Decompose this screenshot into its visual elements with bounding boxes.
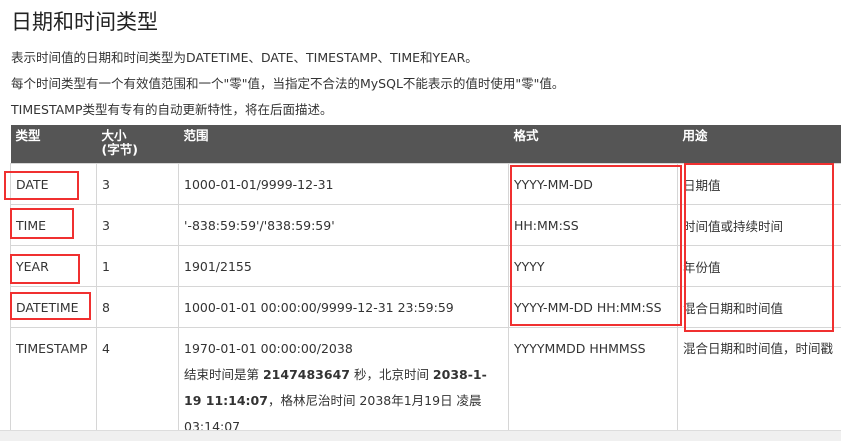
cell-type: TIMESTAMP <box>11 328 97 441</box>
header-range: 范围 <box>179 125 509 164</box>
header-format: 格式 <box>509 125 678 164</box>
intro-paragraph: 表示时间值的日期和时间类型为DATETIME、DATE、TIMESTAMP、TI… <box>11 47 478 66</box>
highlight-date <box>4 171 79 200</box>
table-header: 类型 大小(字节) 范围 格式 用途 <box>11 125 841 164</box>
cell-size: 3 <box>97 164 179 205</box>
page-title: 日期和时间类型 <box>11 6 158 36</box>
cell-range: 1000-01-01 00:00:00/9999-12-31 23:59:59 <box>179 287 509 328</box>
header-type: 类型 <box>11 125 97 164</box>
bottom-bar <box>0 430 841 441</box>
cell-use: 混合日期和时间值，时间戳 <box>678 328 841 441</box>
cell-range: 1901/2155 <box>179 246 509 287</box>
intro-paragraph: TIMESTAMP类型有专有的自动更新特性，将在后面描述。 <box>11 99 332 118</box>
cell-size: 8 <box>97 287 179 328</box>
highlight-year <box>10 254 80 284</box>
highlight-time <box>10 208 74 239</box>
cell-format: YYYYMMDD HHMMSS <box>509 328 678 441</box>
highlight-use-column <box>684 163 834 332</box>
cell-size: 1 <box>97 246 179 287</box>
cell-size: 3 <box>97 205 179 246</box>
cell-size: 4 <box>97 328 179 441</box>
highlight-datetime <box>10 292 91 320</box>
cell-range: 1000-01-01/9999-12-31 <box>179 164 509 205</box>
highlight-format-column <box>510 165 682 326</box>
header-use: 用途 <box>678 125 841 164</box>
intro-paragraph: 每个时间类型有一个有效值范围和一个"零"值，当指定不合法的MySQL不能表示的值… <box>11 73 564 92</box>
header-size: 大小(字节) <box>97 125 179 164</box>
cell-range: '-838:59:59'/'838:59:59' <box>179 205 509 246</box>
